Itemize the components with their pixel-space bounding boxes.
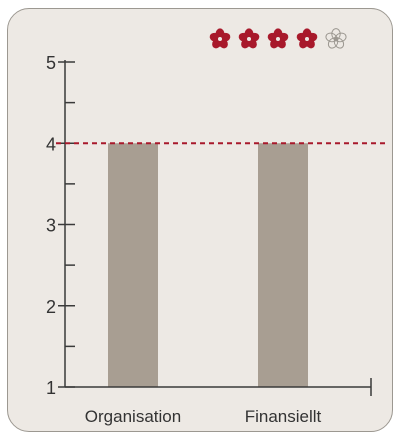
y-tick-label: 5 [46,53,56,73]
axes [58,60,372,396]
y-tick-label: 1 [46,378,56,398]
chart-card: Organisation Finansiellt 1 2 3 4 5 [7,8,393,432]
tick-labels: Organisation Finansiellt 1 2 3 4 5 [46,53,322,426]
bar-chart: Organisation Finansiellt 1 2 3 4 5 [46,28,386,426]
bar-finansiellt [258,143,308,387]
y-tick-label: 2 [46,297,56,317]
flower-empty-icon [325,28,347,49]
category-label: Organisation [85,407,181,426]
rating-flowers [209,28,347,49]
y-tick-label: 4 [46,134,56,154]
category-label: Finansiellt [245,407,322,426]
flower-filled-icon [267,28,289,49]
bars [108,143,308,387]
flower-filled-icon [296,28,318,49]
flower-filled-icon [209,28,231,49]
y-tick-label: 3 [46,216,56,236]
flower-filled-icon [238,28,260,49]
bar-organisation [108,143,158,387]
